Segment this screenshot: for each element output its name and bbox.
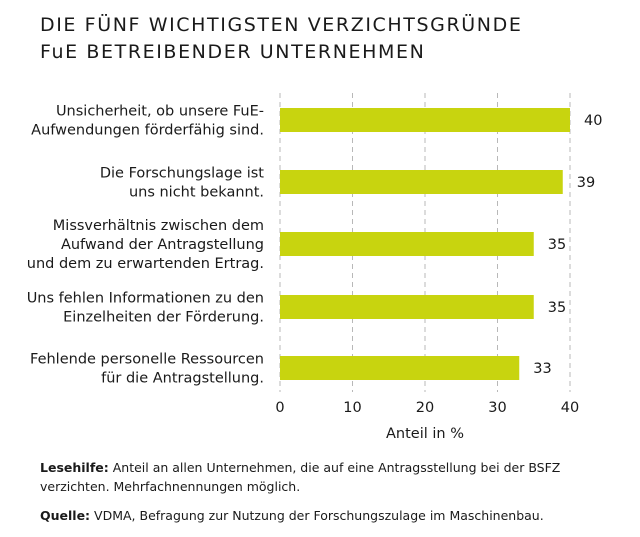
category-label-3-line-2: Aufwand der Antragstellung: [61, 237, 264, 253]
category-label-1: Unsicherheit, ob unsere FuE- Aufwendungen…: [31, 104, 264, 139]
chart-title-line-2: FuE BETREIBENDER UNTERNEHMEN: [40, 41, 426, 63]
bar-chart: 40 Unsicherheit, ob unsere FuE- Aufwendung…: [27, 93, 602, 442]
category-label-4: Uns fehlen Informationen zu den Einzelhei…: [27, 291, 264, 326]
source-note: Quelle: VDMA, Befragung zur Nutzung der …: [40, 506, 620, 525]
reading-aid-text: Anteil an allen Unternehmen, die auf ein…: [40, 460, 561, 494]
value-label-2: 39: [577, 175, 595, 191]
value-label-3: 35: [548, 237, 566, 253]
category-label-4-line-2: Einzelheiten der Förderung.: [63, 310, 264, 326]
bar-4: [280, 295, 534, 319]
value-label-4: 35: [548, 300, 566, 316]
category-label-5-line-2: für die Antragstellung.: [101, 371, 264, 387]
category-label-1-line-1: Unsicherheit, ob unsere FuE-: [56, 104, 264, 120]
category-label-1-line-2: Aufwendungen förderfähig sind.: [31, 123, 264, 139]
category-label-5-line-1: Fehlende personelle Ressourcen: [30, 352, 264, 368]
bar-5: [280, 356, 520, 380]
category-label-3-line-1: Missverhältnis zwischen dem: [53, 218, 264, 234]
value-label-1: 40: [584, 113, 602, 129]
bar-2: [280, 170, 563, 194]
category-label-2-line-1: Die Forschungslage ist: [100, 166, 264, 182]
x-tick-label-10: 10: [343, 400, 361, 416]
reading-aid-note: Lesehilfe: Anteil an allen Unternehmen, …: [40, 458, 620, 496]
bar-3: [280, 232, 534, 256]
source-label: Quelle:: [40, 508, 91, 523]
category-label-2-line-2: uns nicht bekannt.: [129, 185, 264, 201]
x-tick-label-30: 30: [488, 400, 506, 416]
source-text: VDMA, Befragung zur Nutzung der Forschun…: [90, 508, 544, 523]
category-label-3-line-3: und dem zu erwartenden Ertrag.: [27, 256, 264, 272]
value-label-5: 33: [533, 361, 551, 377]
chart-title: DIE FÜNF WICHTIGSTEN VERZICHTSGRÜNDE FuE…: [40, 12, 522, 66]
x-tick-label-20: 20: [416, 400, 434, 416]
category-label-4-line-1: Uns fehlen Informationen zu den: [27, 291, 264, 307]
reading-aid-label: Lesehilfe:: [40, 460, 109, 475]
x-tick-label-0: 0: [275, 400, 284, 416]
x-tick-label-40: 40: [561, 400, 579, 416]
chart-notes: Lesehilfe: Anteil an allen Unternehmen, …: [40, 458, 620, 535]
category-label-5: Fehlende personelle Ressourcen für die An…: [30, 352, 264, 387]
bar-1: [280, 108, 570, 132]
category-label-2: Die Forschungslage ist uns nicht bekannt.: [100, 166, 264, 201]
chart-title-line-1: DIE FÜNF WICHTIGSTEN VERZICHTSGRÜNDE: [40, 14, 523, 36]
x-axis-label: Anteil in %: [386, 426, 464, 442]
category-label-3: Missverhältnis zwischen dem Aufwand der A…: [27, 218, 264, 272]
